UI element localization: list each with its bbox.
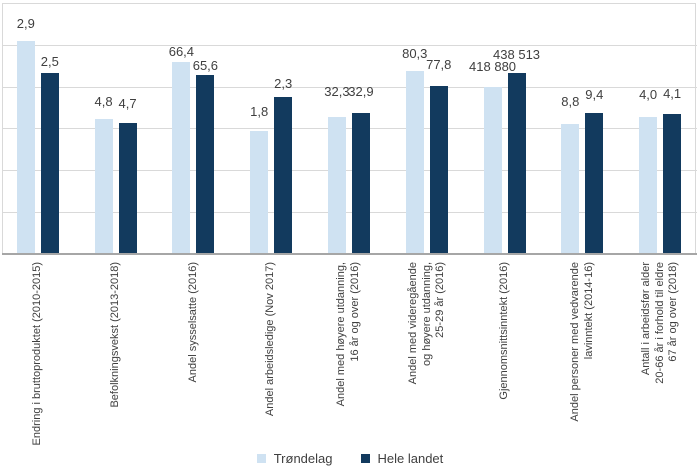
legend-item-trondelag: Trøndelag (256, 451, 333, 466)
legend-label-hele-landet: Hele landet (377, 451, 444, 466)
bar-hele-landet-5 (351, 113, 370, 254)
bar-hele-landet-8 (585, 113, 604, 254)
legend-swatch-hele-landet (360, 454, 370, 463)
category-label-3: Andel sysselsatte (2016) (187, 262, 201, 466)
gridline (2, 212, 697, 213)
bar-trondelag-8 (561, 124, 580, 254)
legend: Trøndelag Hele landet (0, 451, 700, 466)
gridline (2, 87, 697, 88)
value-label-hele-landet-1: 2,5 (40, 54, 59, 69)
value-label-trondelag-2: 4,8 (94, 94, 113, 109)
category-label-line: Andel med videregående (406, 262, 419, 385)
legend-label-trondelag: Trøndelag (273, 451, 333, 466)
category-label-9: Antall i arbeidsfør alder 20-66 år i forh… (640, 262, 681, 466)
category-label-line: 67 år og over (2018) (666, 262, 679, 362)
bar-trondelag-3 (172, 62, 191, 254)
category-label-line: Andel arbeidsledige (Nov 2017) (264, 262, 277, 417)
value-label-trondelag-5: 32,3 (324, 84, 350, 99)
category-label-line: og høyere utdanning, (420, 262, 432, 366)
category-label-line: Endring i bruttoproduktet (2010-2015) (31, 262, 44, 446)
value-label-hele-landet-7: 438 513 (493, 47, 541, 62)
bar-hele-landet-1 (40, 73, 59, 254)
value-label-hele-landet-4: 2,3 (274, 76, 293, 91)
bar-hele-landet-3 (196, 75, 215, 254)
category-label-8: Andel personer med vedvarende lavinntekt … (569, 262, 596, 466)
value-label-hele-landet-8: 9,4 (585, 87, 604, 102)
value-label-hele-landet-9: 4,1 (663, 86, 682, 101)
bar-hele-landet-4 (274, 97, 293, 254)
value-label-trondelag-4: 1,8 (250, 104, 269, 119)
bar-hele-landet-2 (118, 123, 137, 254)
bar-trondelag-9 (639, 117, 658, 254)
value-label-trondelag-3: 66,4 (168, 44, 195, 59)
category-label-5: Andel med høyere utdanning, 16 år og over… (335, 262, 362, 466)
bar-trondelag-4 (250, 131, 269, 254)
bar-hele-landet-7 (507, 73, 526, 254)
gridline (2, 128, 697, 129)
value-label-hele-landet-2: 4,7 (118, 96, 137, 111)
value-label-trondelag-7: 418 880 (469, 59, 517, 74)
value-label-hele-landet-3: 65,6 (192, 58, 219, 73)
value-label-trondelag-6: 80,3 (402, 46, 428, 61)
category-label-line: 25-29 år (2016) (433, 262, 446, 338)
category-label-line: Gjennomsnittsinntekt (2016) (497, 262, 510, 400)
value-label-trondelag-1: 2,9 (16, 16, 35, 31)
value-label-hele-landet-6: 77,8 (426, 57, 452, 72)
category-label-line: Andel sysselsatte (2016) (186, 262, 199, 383)
bar-hele-landet-6 (429, 86, 448, 254)
category-label-line: Andel personer med vedvarende (568, 262, 581, 422)
value-label-trondelag-8: 8,8 (561, 94, 580, 109)
x-axis-line (2, 253, 697, 255)
category-label-1: Endring i bruttoproduktet (2010-2015) (31, 262, 45, 466)
category-label-line: Andel med høyere utdanning, (335, 262, 348, 407)
category-label-line: Antall i arbeidsfør alder (639, 262, 652, 376)
value-label-trondelag-9: 4,0 (639, 87, 658, 102)
bar-trondelag-5 (327, 117, 346, 254)
gridline (2, 170, 697, 171)
category-label-line: 20-66 år i forhold til eldre (653, 262, 666, 384)
bar-trondelag-6 (405, 71, 424, 254)
category-label-line: lavinntekt (2014-16) (582, 262, 595, 360)
bar-hele-landet-9 (663, 114, 682, 254)
bar-trondelag-7 (483, 87, 502, 254)
legend-item-hele-landet: Hele landet (360, 451, 444, 466)
bar-trondelag-1 (16, 41, 35, 254)
category-label-4: Andel arbeidsledige (Nov 2017) (264, 262, 278, 466)
gridline (2, 45, 697, 46)
category-label-line: 16 år og over (2016) (348, 262, 361, 362)
legend-swatch-trondelag (256, 454, 266, 463)
category-label-line: Befolkningsvekst (2013-2018) (108, 262, 121, 408)
category-label-7: Gjennomsnittsinntekt (2016) (498, 262, 512, 466)
bar-trondelag-2 (94, 119, 113, 254)
category-label-2: Befolkningsvekst (2013-2018) (109, 262, 123, 466)
category-label-6: Andel med videregående og høyere utdannin… (407, 262, 448, 466)
value-label-hele-landet-5: 32,9 (348, 84, 374, 99)
